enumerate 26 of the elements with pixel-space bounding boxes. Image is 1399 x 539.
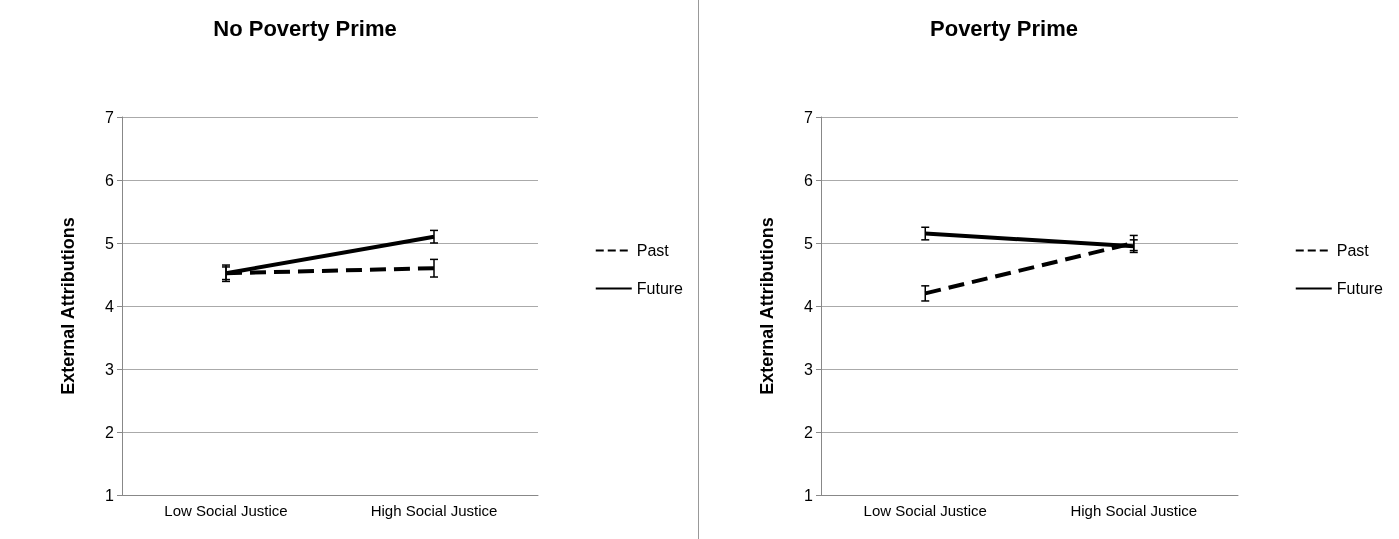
legend-label: Past xyxy=(1336,242,1370,259)
y-tick-label: 3 xyxy=(105,360,115,378)
y-axis-title: External Attributions xyxy=(58,217,78,395)
y-axis-title: External Attributions xyxy=(757,217,777,395)
x-tick-label: Low Social Justice xyxy=(164,502,288,519)
legend-label: Past xyxy=(636,242,670,259)
legend-label: Future xyxy=(1336,280,1384,297)
y-tick-label: 4 xyxy=(804,297,814,315)
y-tick-label: 3 xyxy=(804,360,814,378)
y-tick-label: 5 xyxy=(804,234,814,252)
chart-title: Poverty Prime xyxy=(930,15,1078,41)
y-tick-label: 2 xyxy=(804,423,814,441)
y-tick-label: 7 xyxy=(105,108,115,126)
y-tick-label: 4 xyxy=(105,297,115,315)
y-tick-label: 6 xyxy=(105,171,115,189)
chart-title: No Poverty Prime xyxy=(213,15,397,41)
x-tick-label: Low Social Justice xyxy=(863,502,987,519)
x-tick-label: High Social Justice xyxy=(370,502,498,519)
y-tick-label: 7 xyxy=(804,108,814,126)
legend-label: Future xyxy=(636,280,684,297)
y-tick-label: 5 xyxy=(105,234,115,252)
y-tick-label: 1 xyxy=(105,486,115,504)
y-tick-label: 6 xyxy=(804,171,814,189)
x-tick-label: High Social Justice xyxy=(1070,502,1198,519)
y-tick-label: 1 xyxy=(804,486,814,504)
y-tick-label: 2 xyxy=(105,423,115,441)
